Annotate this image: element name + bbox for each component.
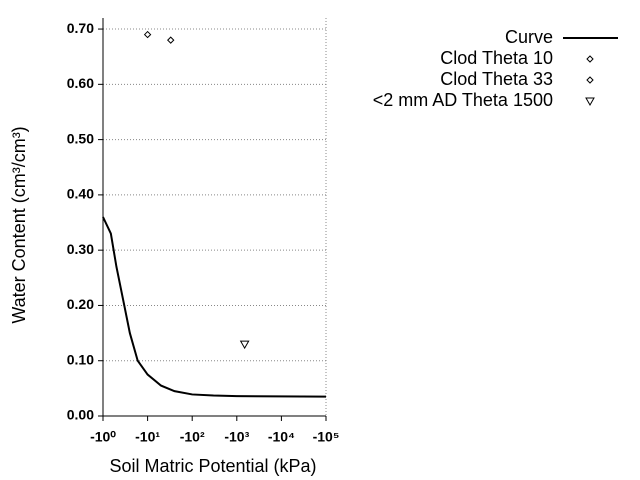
y-tick-label: 0.20 (67, 296, 94, 312)
legend-marker (586, 76, 594, 84)
y-tick-label: 0.30 (67, 241, 94, 257)
x-tick-label: -10⁰ (90, 429, 116, 445)
legend-label: Curve (505, 27, 553, 47)
x-axis-label: Soil Matric Potential (kPa) (109, 456, 316, 476)
x-tick-label: -10⁵ (313, 429, 340, 445)
x-tick-label: -10⁴ (268, 429, 295, 445)
legend-marker (585, 97, 595, 107)
legend-label: Clod Theta 33 (440, 69, 553, 89)
y-axis-label: Water Content (cm³/cm³) (9, 126, 29, 323)
curve (102, 216, 327, 398)
legend-label: <2 mm AD Theta 1500 (373, 90, 553, 110)
y-tick-label: 0.40 (67, 186, 94, 202)
x-tick-label: -10³ (224, 429, 249, 445)
y-tick-label: 0.50 (67, 130, 94, 146)
point (239, 340, 250, 350)
legend-marker (586, 55, 594, 63)
x-tick-label: -10¹ (135, 429, 160, 445)
legend-label: Clod Theta 10 (440, 48, 553, 68)
x-tick-label: -10² (180, 429, 205, 445)
point (143, 30, 152, 39)
y-tick-label: 0.60 (67, 75, 94, 91)
point (167, 36, 175, 44)
y-tick-label: 0.10 (67, 351, 94, 367)
y-tick-label: 0.70 (67, 20, 94, 36)
y-tick-label: 0.00 (67, 407, 94, 423)
